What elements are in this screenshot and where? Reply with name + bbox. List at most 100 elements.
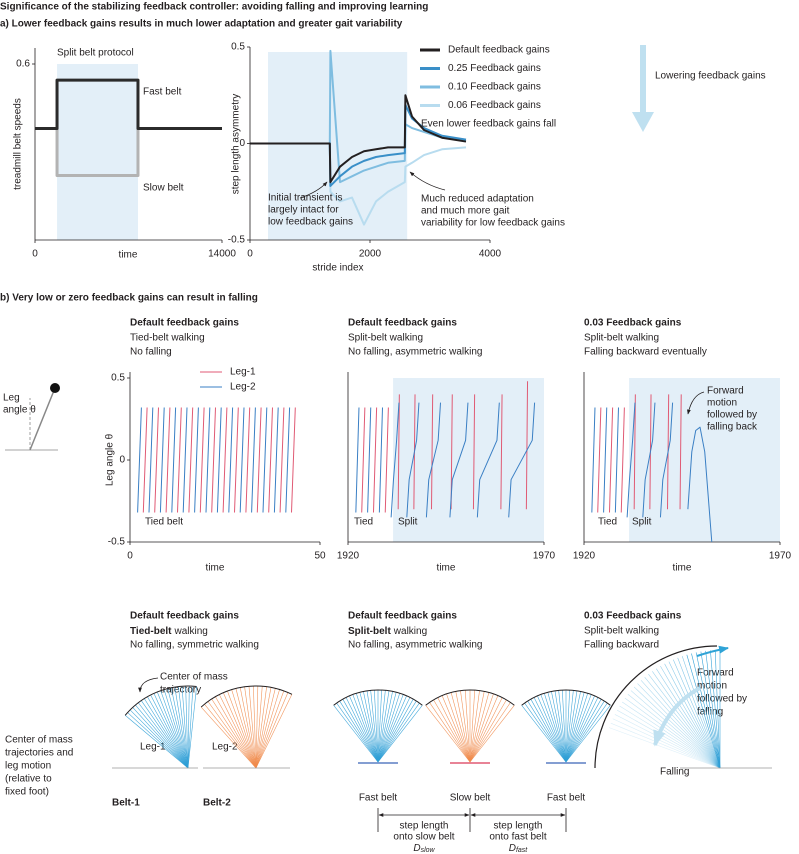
series-line	[55, 128, 140, 177]
leg-line	[181, 686, 189, 769]
leg-line	[377, 690, 386, 763]
header: Falling backward	[584, 640, 659, 651]
leg-line	[648, 673, 721, 769]
com-arc	[594, 645, 718, 769]
annotation: falling	[697, 707, 723, 718]
header: 0.03 Feedback gains	[584, 318, 682, 329]
dimension-symbol: Dfast	[509, 843, 529, 854]
leg-line	[469, 691, 485, 763]
series-label: Slow belt	[143, 183, 184, 194]
leg-line	[239, 687, 257, 769]
diagram	[112, 645, 772, 769]
series-line	[35, 78, 222, 131]
row-label: (relative to	[5, 774, 52, 785]
shaded-region	[629, 378, 780, 542]
leg-line	[377, 690, 382, 763]
annotation: Much reduced adaptation	[421, 194, 534, 205]
symbol: D	[413, 843, 420, 854]
header: Split-belt walking	[348, 626, 427, 637]
leg-line	[652, 671, 721, 769]
pendulum-label: Leg	[3, 393, 20, 404]
header: Default feedback gains	[348, 611, 457, 622]
annotation: Falling	[660, 767, 689, 778]
leg-line	[377, 700, 417, 763]
row-label: fixed foot)	[5, 787, 49, 798]
annotation: and much more gait	[421, 206, 510, 217]
region-label: Split	[398, 517, 418, 528]
leg-line	[150, 694, 189, 769]
leg-line	[174, 687, 189, 769]
series-line	[250, 94, 467, 184]
leg-line	[255, 694, 293, 769]
leg-line	[469, 690, 476, 763]
x-tick-label: 0	[127, 551, 133, 562]
annotation: largely intact for	[268, 205, 339, 216]
chart-layer: 0 14000 0.6 Fast belt Slow belt 0 2000 4000 0.5 0…	[16, 42, 791, 562]
row-label: Center of mass	[5, 735, 73, 746]
leg-line	[138, 702, 189, 769]
leg-line	[551, 691, 567, 763]
leg-line	[681, 656, 721, 769]
symbol: D	[509, 843, 516, 854]
x-tick-label: 1920	[573, 551, 596, 562]
leg-line	[255, 687, 272, 769]
leg-line	[469, 690, 480, 763]
panel-heading: a) Lower feedback gains results in much …	[0, 19, 403, 30]
leg-line	[215, 696, 257, 769]
leg-line	[565, 697, 599, 763]
subscript: fast	[516, 847, 528, 854]
leg-line	[533, 697, 567, 763]
subscript: slow	[421, 847, 436, 854]
leg-line	[437, 697, 471, 763]
leg-line	[255, 686, 267, 769]
series-line	[250, 49, 467, 184]
leg-line	[700, 651, 721, 769]
header: Split-belt walking	[584, 626, 659, 637]
leg-line	[429, 702, 471, 763]
legend-label: 0.06 Feedback gains	[448, 100, 541, 111]
row-label: trajectories and	[5, 748, 73, 759]
leg-line	[211, 698, 257, 769]
annotation-arrow	[138, 677, 159, 693]
leg-line	[565, 691, 581, 763]
x-axis-label: time	[119, 250, 138, 261]
y-tick-label: 0.6	[16, 59, 30, 70]
com-arc	[124, 685, 197, 716]
leg-line	[253, 686, 257, 769]
x-tick-label: 0	[32, 249, 38, 260]
leg-line	[255, 688, 276, 769]
header: Default feedback gains	[130, 611, 239, 622]
header: No falling	[130, 347, 172, 358]
leg-line	[622, 701, 721, 769]
leg-line	[450, 692, 471, 763]
leg-line	[374, 690, 379, 763]
gain-arrow-head	[632, 112, 654, 132]
leg-line	[547, 692, 567, 763]
header: Split-belt walking	[348, 333, 423, 344]
header: Tied-belt walking	[130, 626, 208, 637]
leg-line	[377, 695, 407, 763]
leg-line	[527, 700, 567, 763]
header: Split-belt walking	[584, 333, 659, 344]
leg-line	[446, 693, 471, 763]
leg-line	[163, 689, 189, 769]
pendulum-label: angle θ	[3, 405, 36, 416]
figure-title: Significance of the stabilizing feedback…	[0, 2, 428, 13]
leg-line	[441, 695, 471, 763]
leg-line	[227, 691, 257, 769]
x-axis-label: time	[437, 563, 456, 574]
annotation-arrow	[687, 391, 705, 415]
dimension-label: onto fast belt	[489, 832, 546, 843]
header: 0.03 Feedback gains	[584, 611, 682, 622]
leg-line	[544, 693, 567, 763]
annotation: Forward	[707, 386, 744, 397]
leg-line	[153, 693, 189, 769]
leg-line	[356, 693, 379, 763]
leg-line	[204, 704, 257, 769]
x-tick-label: 1970	[533, 551, 556, 562]
dimension-label: step length	[494, 821, 543, 832]
leg-line	[524, 702, 567, 763]
leg-line	[167, 688, 189, 769]
leg-line	[469, 699, 507, 763]
